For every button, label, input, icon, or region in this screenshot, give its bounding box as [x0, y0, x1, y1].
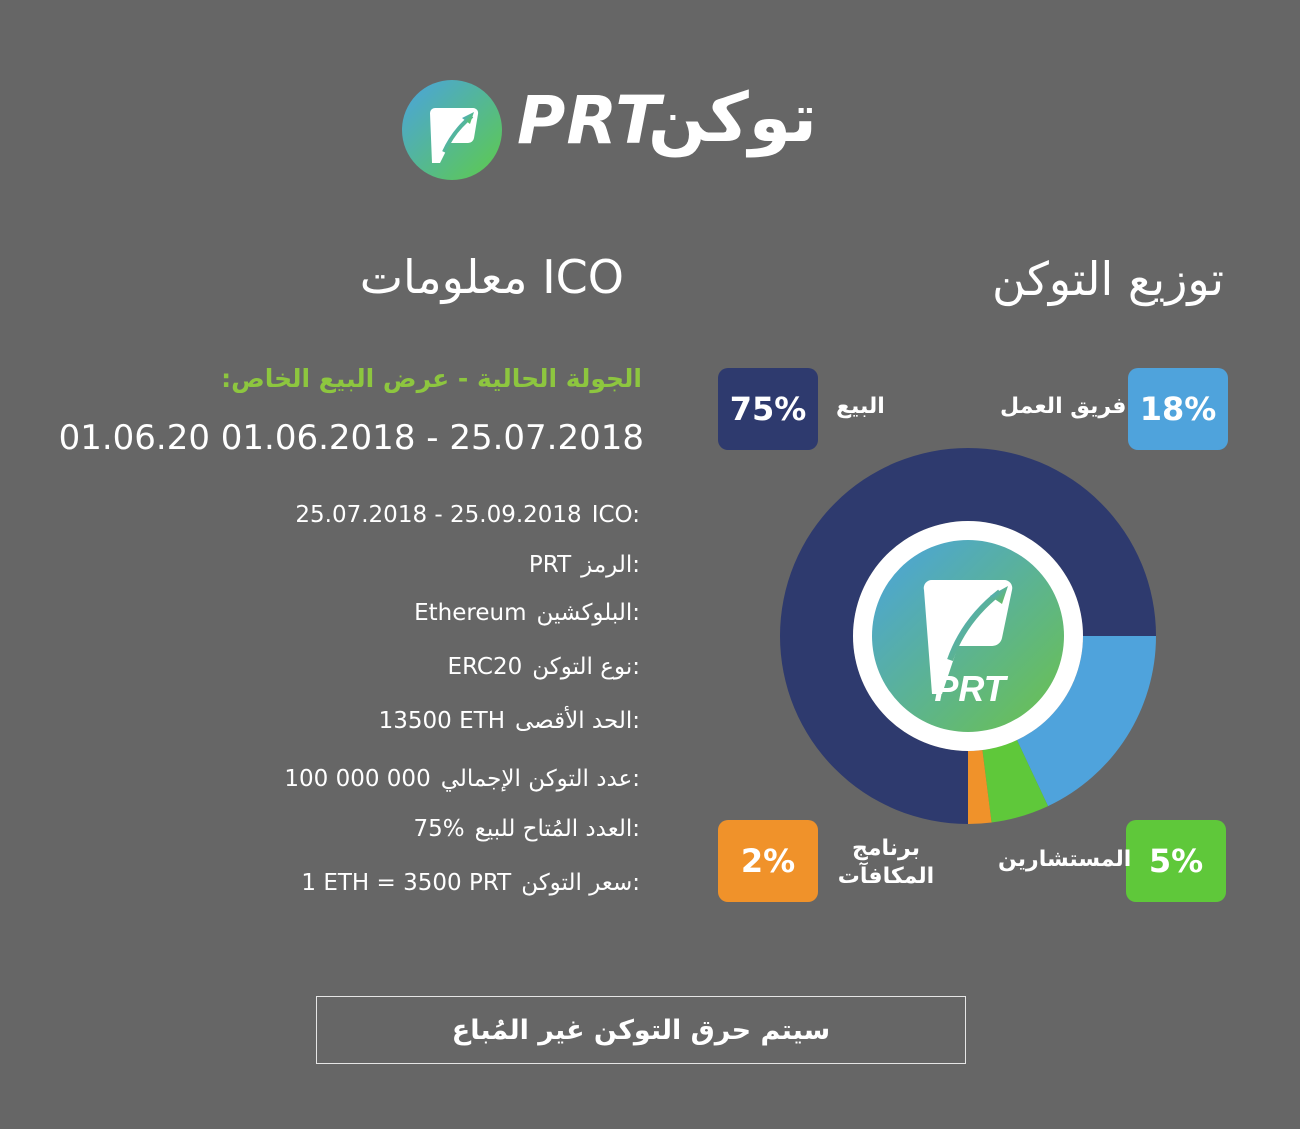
team-percent-badge: 18%: [1128, 368, 1228, 450]
sale-label: البيع: [836, 394, 885, 419]
advisors-percent-badge: 5%: [1126, 820, 1226, 902]
info-label: نوع التوكن:: [532, 654, 640, 680]
unsold-token-burn-notice: سيتم حرق التوكن غير المُباع: [316, 996, 966, 1064]
ico-info-row: 13500 ETH الحد الأقصى:: [379, 708, 640, 734]
logo-wordmark-arabic: توكن: [648, 79, 817, 158]
sale-percent-badge: 75%: [718, 368, 818, 450]
donut-center-text: PRT: [934, 668, 1008, 709]
ico-info-row: 75% العدد المُتاح للبيع:: [413, 816, 640, 842]
donut-segments: [780, 448, 1156, 824]
ico-info-row: ERC20 نوع التوكن:: [448, 654, 640, 680]
info-label: البلوكشين:: [536, 600, 640, 626]
logo-wordmark-latin: PRT: [517, 82, 662, 159]
info-label: الرمز:: [581, 552, 640, 578]
info-value: PRT: [528, 552, 572, 578]
ico-info-title: معلومات ICO: [359, 250, 624, 304]
bounty-label: برنامج المكافآت: [837, 836, 935, 889]
center-prt-leaf-icon: [923, 579, 1013, 694]
sale-segment: [780, 448, 1156, 824]
ico-info-row: 100 000 000 عدد التوكن الإجمالي:: [284, 766, 640, 792]
token-distribution-donut-chart: PRT: [780, 448, 1156, 824]
info-label: الحد الأقصى:: [515, 708, 640, 734]
distribution-title: توزيع التوكن: [991, 252, 1224, 306]
ico-info-row: 1 ETH = 3500 PRT سعر التوكن:: [301, 870, 640, 896]
info-value: 100 000 000: [284, 766, 431, 792]
info-label: سعر التوكن:: [521, 870, 640, 896]
advisors-segment: [982, 740, 1049, 823]
info-value: 75%: [413, 816, 465, 842]
current-round-dates: 01.06.20 01.06.2018 - 25.07.2018: [58, 418, 644, 458]
ico-info-row: Ethereum البلوكشين:: [414, 600, 640, 626]
team-label: فريق العمل: [1000, 394, 1127, 419]
ico-info-row: PRT الرمز:: [529, 552, 640, 578]
bounty-segment: [968, 750, 992, 824]
info-value: Ethereum: [414, 600, 527, 626]
current-round-label: الجولة الحالية - عرض البيع الخاص:: [221, 364, 642, 393]
info-label: العدد المُتاح للبيع:: [474, 816, 640, 842]
bounty-percent-badge: 2%: [718, 820, 818, 902]
info-value: 13500 ETH: [378, 708, 505, 734]
info-value: 25.07.2018 - 25.09.2018: [295, 502, 582, 528]
prt-logo-icon: [402, 80, 502, 180]
team-segment: [1016, 636, 1156, 807]
info-label: ICO:: [591, 502, 640, 528]
info-value: ERC20: [447, 654, 523, 680]
info-value: 1 ETH = 3500 PRT: [301, 870, 512, 896]
info-label: عدد التوكن الإجمالي:: [440, 766, 640, 792]
ico-info-row: 25.07.2018 - 25.09.2018 ICO:: [295, 502, 640, 528]
advisors-label: المستشارين: [998, 847, 1132, 872]
